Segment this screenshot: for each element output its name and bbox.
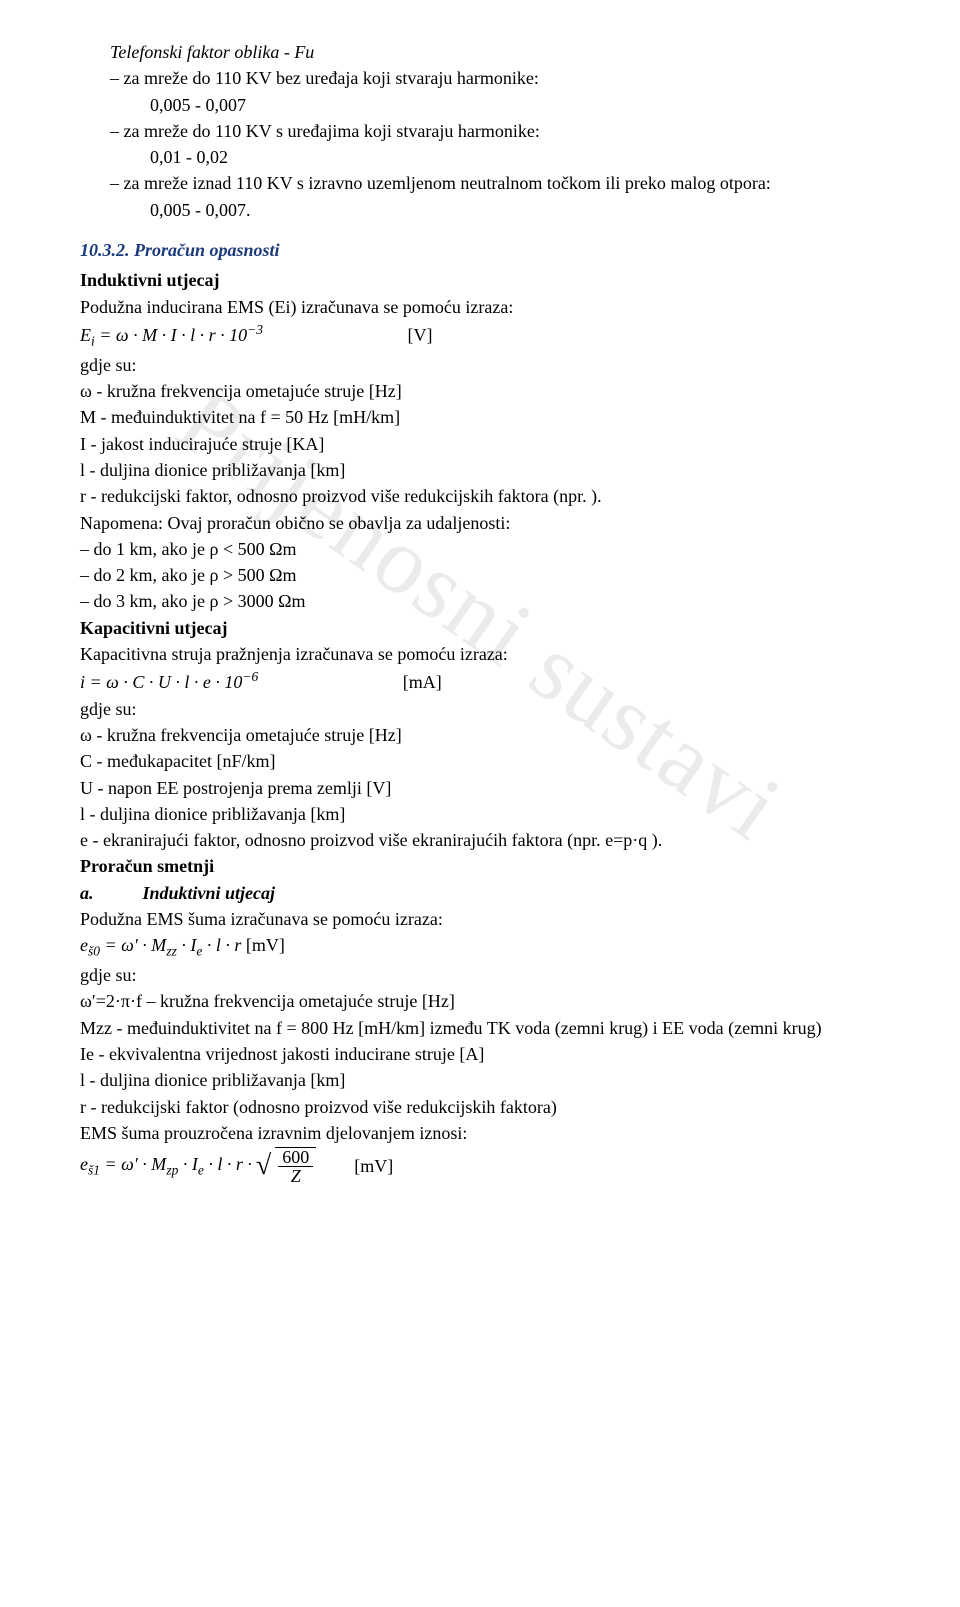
def-I: I - jakost inducirajuće struje [KA]	[80, 432, 900, 456]
sm-def-omega: ω′=2·π·f – kružna frekvencija ometajuće …	[80, 989, 900, 1013]
heading-fu-text: Telefonski faktor oblika - Fu	[110, 42, 314, 62]
bullet-1-value: 0,005 - 0,007	[80, 93, 900, 117]
sm-eq-sub1: š0	[88, 944, 100, 959]
eq-unit: [V]	[408, 325, 433, 345]
sm-desc2: EMS šuma prouzročena izravnim djelovanje…	[80, 1121, 900, 1145]
kap-unit: [mA]	[403, 672, 442, 692]
sm-eq-lhs: e	[80, 935, 88, 955]
inductive-title: Induktivni utjecaj	[80, 268, 900, 292]
sm-eq-sub2: zz	[166, 944, 177, 959]
nap-3-text: do 3 km, ako je ρ > 3000 Ωm	[94, 591, 306, 611]
bullet-2-line1: za mreže do 110 KV s uređajima koji stva…	[80, 119, 900, 143]
sm-equation-1: eš0 = ω′ · Mzz · Ie · l · r [mV]	[80, 933, 900, 961]
section-number: 10.3.2. Proračun opasnosti	[80, 238, 900, 262]
sm-a-title: Induktivni utjecaj	[143, 883, 276, 903]
bullet-2-text: za mreže do 110 KV s uređajima koji stva…	[124, 121, 540, 141]
sqrt-den: Z	[291, 1167, 301, 1185]
kap-eq-exp: −6	[242, 669, 258, 684]
def-omega: ω - kružna frekvencija ometajuće struje …	[80, 379, 900, 403]
nap-3: do 3 km, ako je ρ > 3000 Ωm	[80, 589, 900, 613]
bullet-1-text: za mreže do 110 KV bez uređaja koji stva…	[124, 68, 539, 88]
def-r: r - redukcijski faktor, odnosno proizvod…	[80, 484, 900, 508]
sqrt-icon: √	[256, 1147, 271, 1185]
sm2-sub1: š1	[88, 1163, 100, 1178]
capacitive-title: Kapacitivni utjecaj	[80, 616, 900, 640]
nap-1-text: do 1 km, ako je ρ < 500 Ωm	[94, 539, 297, 559]
sqrt-fraction: 600 Z	[275, 1147, 316, 1185]
nap-1: do 1 km, ako je ρ < 500 Ωm	[80, 537, 900, 561]
sm2-mid3: · l · r ·	[204, 1154, 252, 1174]
smetnji-a: a. Induktivni utjecaj	[80, 881, 900, 905]
sm-def-Mzz: Mzz - međuinduktivitet na f = 800 Hz [mH…	[80, 1016, 900, 1040]
sm-a-label: a.	[80, 883, 94, 903]
gdje-su-1: gdje su:	[80, 353, 900, 377]
bullet-3-line1: za mreže iznad 110 KV s izravno uzemljen…	[80, 171, 900, 195]
kap-def-l: l - duljina dionice približavanja [km]	[80, 802, 900, 826]
sqrt-num: 600	[278, 1148, 313, 1167]
sm-equation-2: eš1 = ω′ · Mzp · Ie · l · r · √ 600 Z [m…	[80, 1147, 900, 1185]
sm-eq-mid3: · l · r	[202, 935, 246, 955]
gdje-su-3: gdje su:	[80, 963, 900, 987]
sm2-sub2: zp	[166, 1163, 178, 1178]
bullet-3-text: za mreže iznad 110 KV s izravno uzemljen…	[124, 173, 771, 193]
heading-fu: Telefonski faktor oblika - Fu	[80, 40, 900, 64]
eq-exp: −3	[247, 322, 263, 337]
sm-desc: Podužna EMS šuma izračunava se pomoću iz…	[80, 907, 900, 931]
napomena: Napomena: Ovaj proračun obično se obavlj…	[80, 511, 900, 535]
bullet-2-value: 0,01 - 0,02	[80, 145, 900, 169]
smetnji-title: Proračun smetnji	[80, 854, 900, 878]
sm-def-l: l - duljina dionice približavanja [km]	[80, 1068, 900, 1092]
nap-2: do 2 km, ako je ρ > 500 Ωm	[80, 563, 900, 587]
eq-lhs: E	[80, 325, 91, 345]
sm2-lhs: e	[80, 1154, 88, 1174]
sm-def-Ie: Ie - ekvivalentna vrijednost jakosti ind…	[80, 1042, 900, 1066]
kap-def-C: C - međukapacitet [nF/km]	[80, 749, 900, 773]
kap-def-omega: ω - kružna frekvencija ometajuće struje …	[80, 723, 900, 747]
sm2-mid2: · I	[178, 1154, 198, 1174]
inductive-desc: Podužna inducirana EMS (Ei) izračunava s…	[80, 295, 900, 319]
sm-def-r: r - redukcijski faktor (odnosno proizvod…	[80, 1095, 900, 1119]
inductive-equation: Ei = ω · M · I · l · r · 10−3 [V]	[80, 321, 900, 351]
sm-unit1: [mV]	[246, 935, 285, 955]
sm2-unit: [mV]	[354, 1154, 393, 1178]
capacitive-equation: i = ω · C · U · l · e · 10−6 [mA]	[80, 668, 900, 694]
kap-def-U: U - napon EE postrojenja prema zemlji [V…	[80, 776, 900, 800]
page-content: Telefonski faktor oblika - Fu za mreže d…	[80, 40, 900, 1185]
sm-eq-mid2: · I	[177, 935, 197, 955]
bullet-1-line1: za mreže do 110 KV bez uređaja koji stva…	[80, 66, 900, 90]
def-l: l - duljina dionice približavanja [km]	[80, 458, 900, 482]
bullet-3-value: 0,005 - 0,007.	[80, 198, 900, 222]
def-M: M - međuinduktivitet na f = 50 Hz [mH/km…	[80, 405, 900, 429]
kap-def-e: e - ekranirajući faktor, odnosno proizvo…	[80, 828, 900, 852]
nap-2-text: do 2 km, ako je ρ > 500 Ωm	[94, 565, 297, 585]
sm2-mid1: = ω′ · M	[100, 1154, 166, 1174]
sm-eq-mid1: = ω′ · M	[100, 935, 166, 955]
kap-eq: i = ω · C · U · l · e · 10	[80, 672, 242, 692]
gdje-su-2: gdje su:	[80, 697, 900, 721]
capacitive-desc: Kapacitivna struja pražnjenja izračunava…	[80, 642, 900, 666]
eq-mid: = ω · M · I · l · r · 10	[95, 325, 247, 345]
